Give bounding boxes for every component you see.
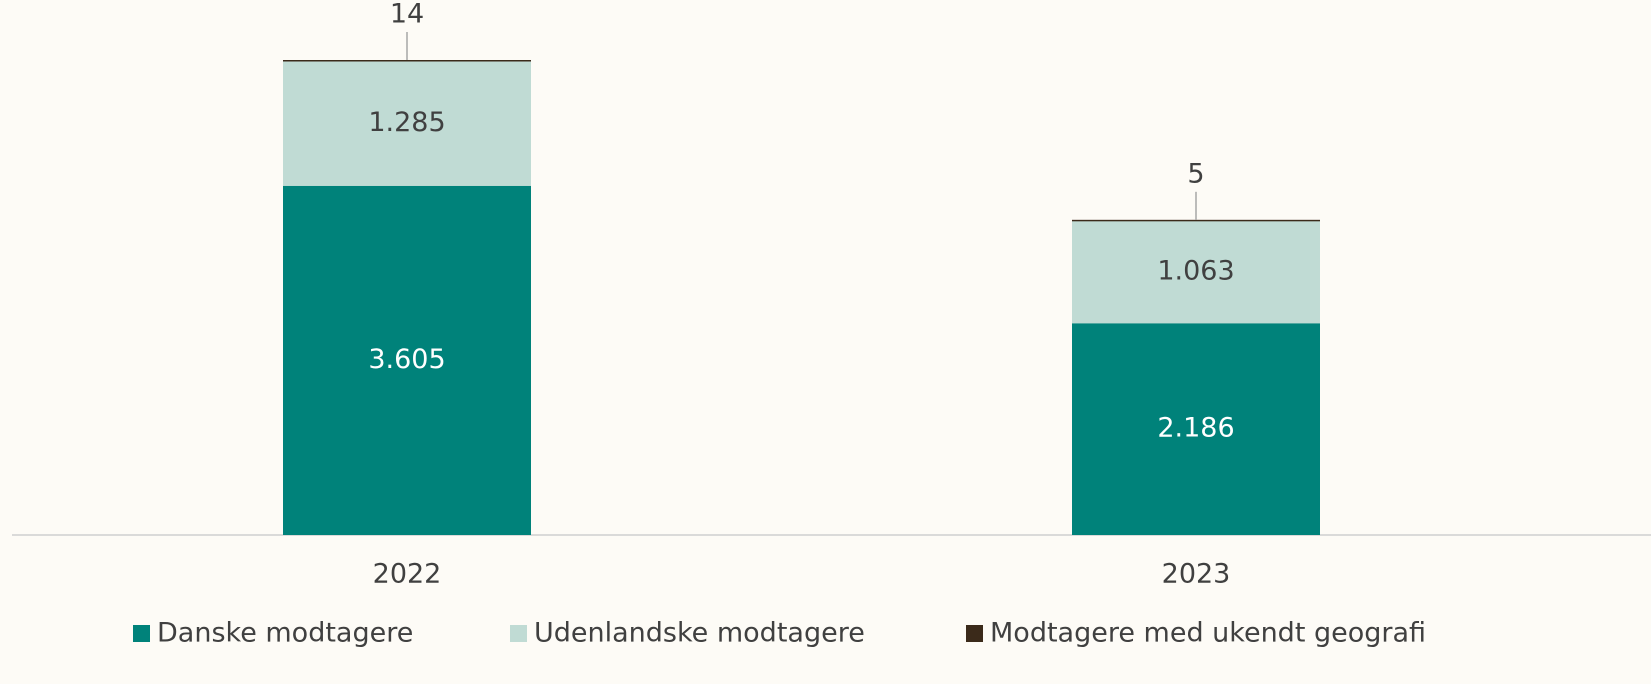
legend-label: Modtagere med ukendt geografi [990,618,1426,649]
bar-segment [283,60,531,62]
bar-segment [1072,220,1320,324]
x-tick-label: 2023 [1162,559,1231,590]
data-label: 3.605 [368,344,445,375]
data-label: 2.186 [1157,413,1234,444]
legend-label: Udenlandske modtagere [534,618,865,649]
legend-swatch [510,625,527,642]
bar-segment [283,185,531,536]
legend-swatch [966,625,983,642]
data-label: 1.063 [1157,255,1234,286]
data-label: 5 [1187,158,1204,189]
x-tick-label: 2022 [373,559,442,590]
data-label: 14 [390,0,424,30]
bar-segment [283,61,531,186]
legend-label: Danske modtagere [157,618,413,649]
bar-segment [1072,219,1320,222]
bar-segment [1072,323,1320,535]
legend-swatch [133,625,150,642]
data-label: 1.285 [368,107,445,138]
